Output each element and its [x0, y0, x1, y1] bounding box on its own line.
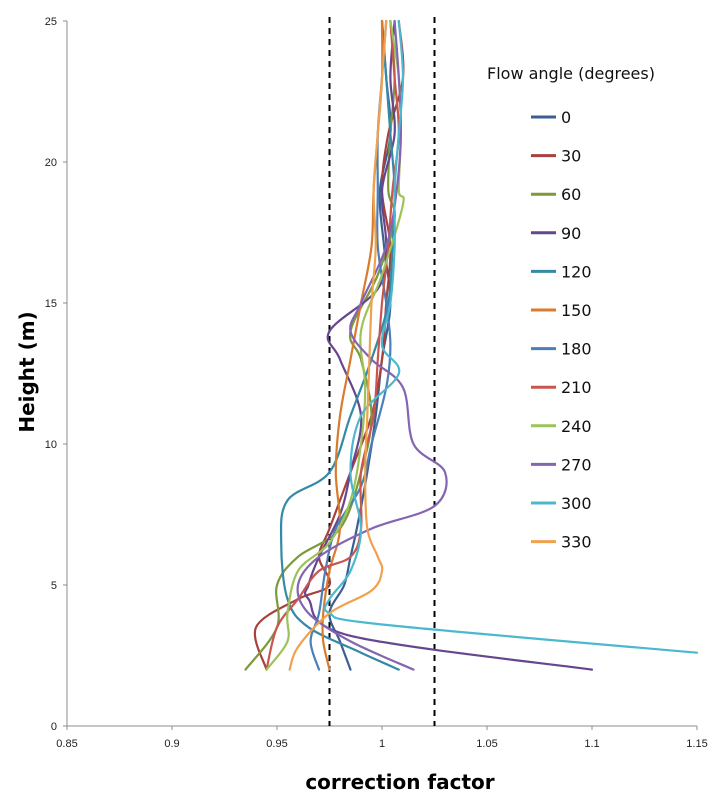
legend-label-120: 120: [561, 262, 592, 281]
y-tick-label: 5: [51, 580, 57, 592]
y-tick-label: 20: [45, 157, 57, 169]
x-tick-label: 1: [379, 738, 385, 750]
legend: Flow angle (degrees) 0 30 60 90 120 150 180 210…: [487, 64, 655, 552]
tick-labels: 0.85 0.9 0.95 1 1.05 1.1 1.15 0 5 10 15 20 25: [45, 16, 708, 750]
legend-label-0: 0: [561, 108, 571, 127]
series-line-330: [288, 19, 388, 671]
legend-label-30: 30: [561, 147, 581, 166]
series-line-0: [328, 19, 392, 671]
series-line-270: [296, 19, 448, 671]
x-tick-label: 0.85: [56, 738, 77, 750]
x-axis-title: correction factor: [305, 770, 494, 792]
legend-label-300: 300: [561, 494, 592, 513]
legend-label-180: 180: [561, 340, 592, 359]
legend-label-270: 270: [561, 455, 592, 474]
x-tick-label: 1.05: [476, 738, 497, 750]
y-tick-label: 0: [51, 721, 57, 733]
series-lines: [244, 19, 699, 671]
legend-label-60: 60: [561, 185, 581, 204]
reference-lines: [328, 17, 436, 726]
y-tick-label: 15: [45, 298, 57, 310]
series-line-300: [323, 19, 699, 654]
legend-label-150: 150: [561, 301, 592, 320]
x-tick-label: 0.9: [164, 738, 179, 750]
legend-label-90: 90: [561, 224, 581, 243]
y-axis-title: Height (m): [15, 311, 39, 432]
x-tick-label: 1.1: [584, 738, 599, 750]
legend-label-210: 210: [561, 378, 592, 397]
chart-axes: [66, 21, 697, 727]
x-tick-label: 1.15: [686, 738, 707, 750]
y-tick-label: 10: [45, 439, 57, 451]
legend-title: Flow angle (degrees): [487, 64, 655, 83]
series-line-60: [244, 19, 396, 671]
legend-label-240: 240: [561, 417, 592, 436]
y-tick-label: 25: [45, 16, 57, 28]
x-tick-label: 0.95: [266, 738, 287, 750]
legend-label-330: 330: [561, 533, 592, 552]
series-line-120: [279, 19, 400, 671]
